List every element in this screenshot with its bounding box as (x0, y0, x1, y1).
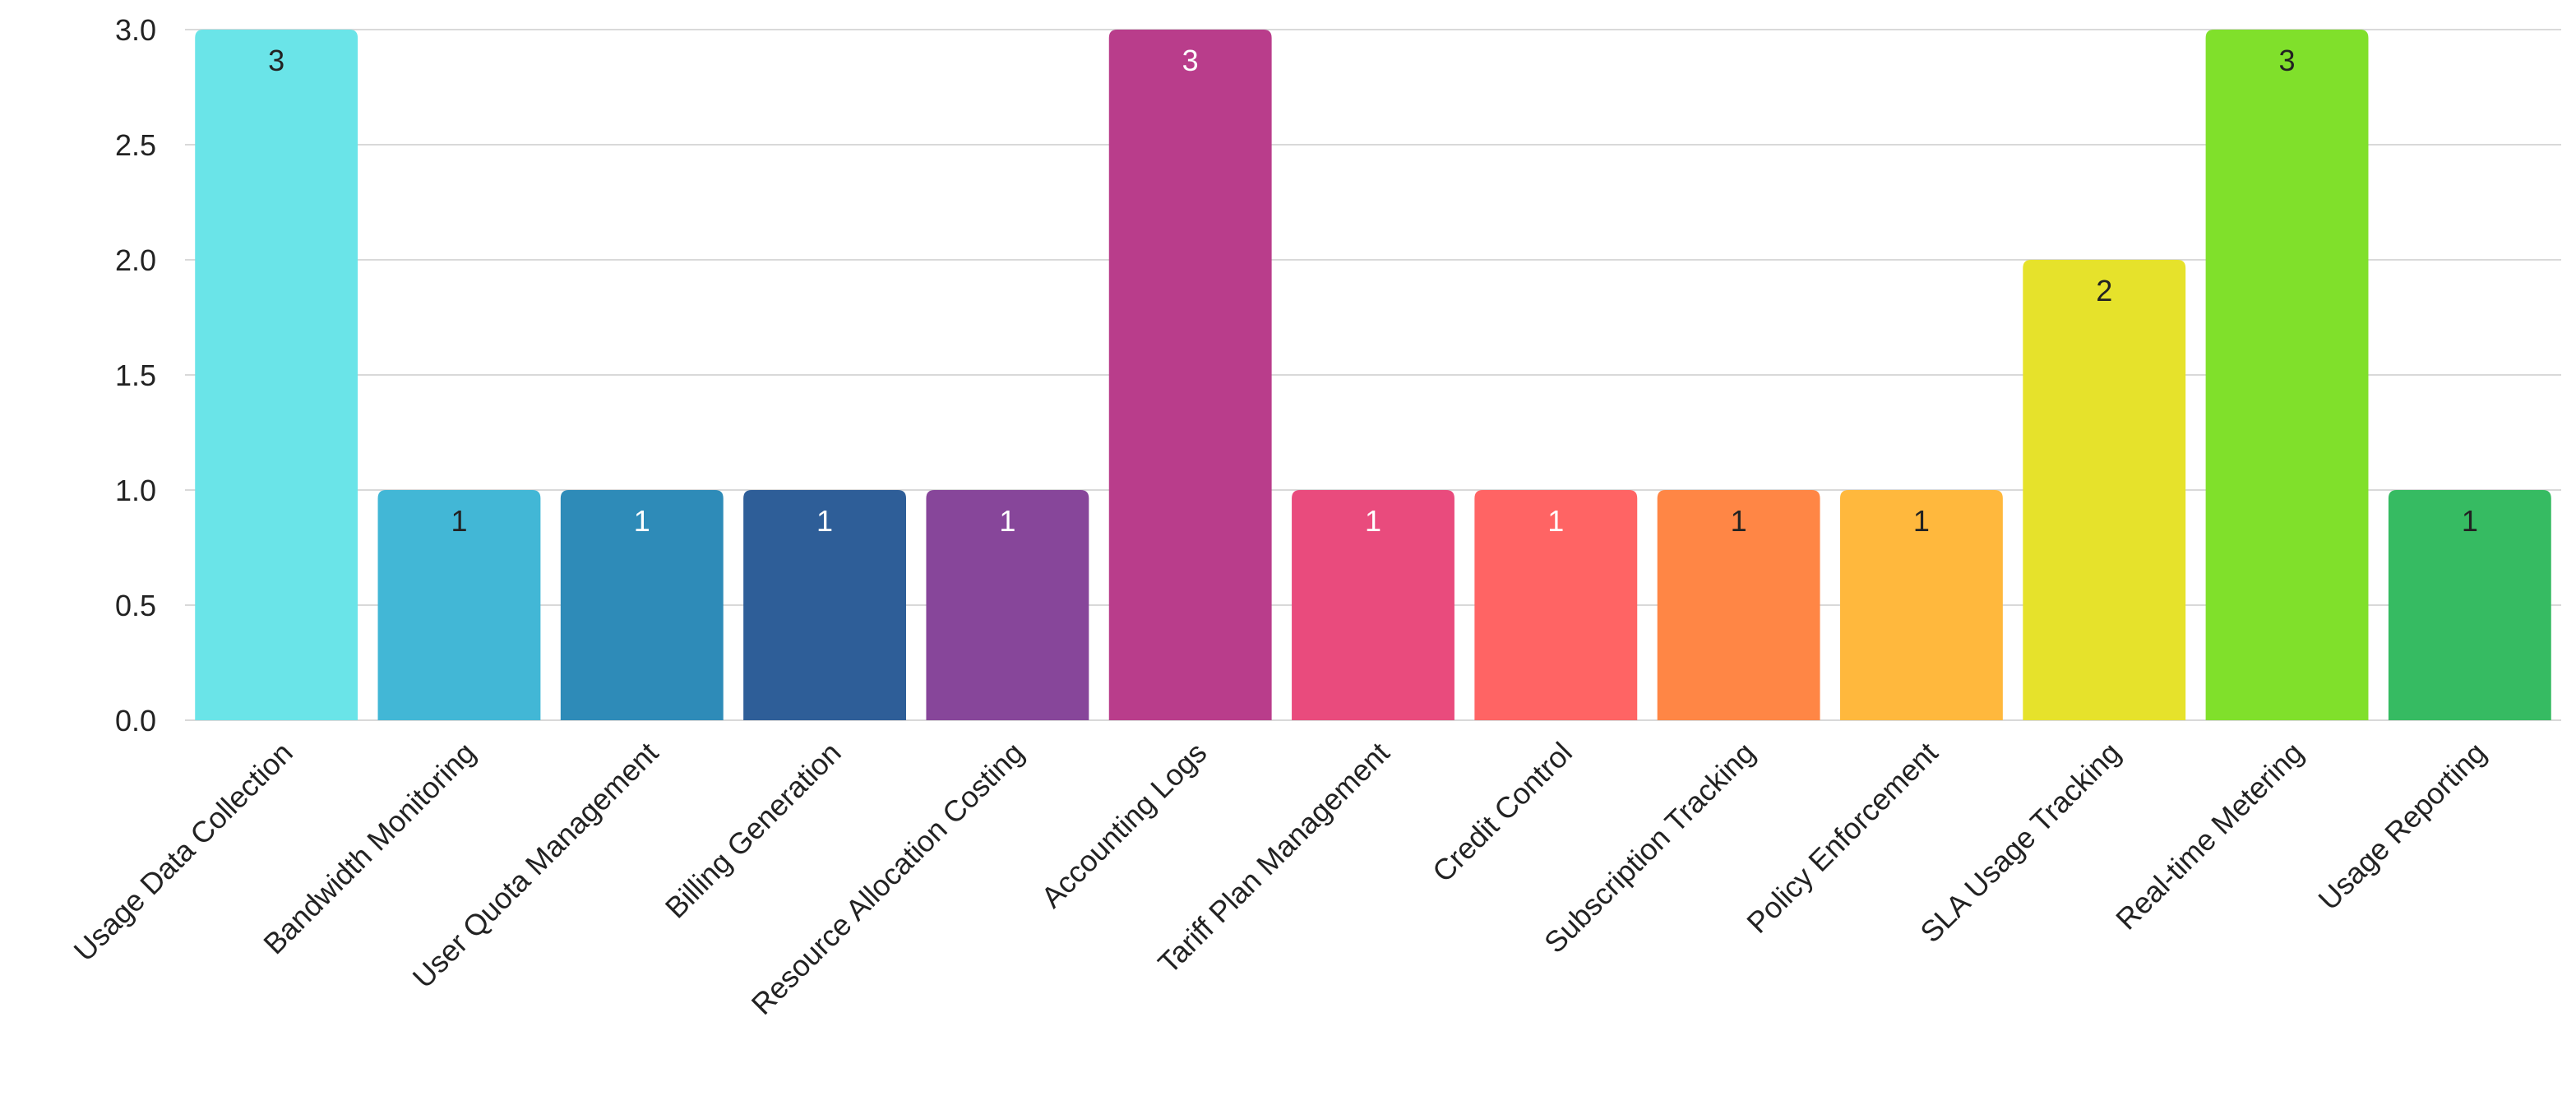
category-label: Usage Reporting (2311, 736, 2492, 917)
category-label: Accounting Logs (1034, 736, 1213, 914)
bar-user-quota-management (560, 490, 724, 720)
value-label: 1 (1365, 504, 1381, 538)
bar-billing-generation (743, 490, 907, 720)
bar-policy-enforcement (1839, 490, 2003, 720)
y-tick-label: 2.5 (115, 128, 156, 162)
value-label: 1 (451, 504, 467, 538)
bar-tariff-plan-management (1292, 490, 1454, 720)
y-tick-label: 2.0 (115, 243, 156, 277)
value-label: 1 (1731, 504, 1747, 538)
category-label: Policy Enforcement (1740, 736, 1944, 940)
value-label: 1 (999, 504, 1015, 538)
value-label: 1 (1913, 504, 1930, 538)
value-labels: 3 1 1 1 1 3 1 1 1 1 2 3 1 (268, 44, 2478, 538)
category-label: SLA Usage Tracking (1913, 736, 2127, 950)
bar-sla-usage-tracking (2023, 260, 2186, 720)
bar-usage-reporting (2388, 490, 2551, 720)
bar-usage-data-collection (195, 30, 358, 720)
category-label: Real-time Metering (2109, 736, 2310, 936)
y-tick-label: 1.5 (115, 358, 156, 392)
y-tick-label: 0.0 (115, 704, 156, 737)
y-axis-ticks: 0.0 0.5 1.0 1.5 2.0 2.5 3.0 (115, 13, 156, 737)
bars (195, 30, 2551, 720)
bar-resource-allocation-costing (926, 490, 1089, 720)
category-label: Bandwidth Monitoring (257, 736, 482, 961)
value-label: 3 (1182, 44, 1199, 77)
bar-accounting-logs (1108, 30, 1272, 720)
y-tick-label: 0.5 (115, 589, 156, 622)
value-label: 1 (2462, 504, 2478, 538)
value-label: 1 (816, 504, 833, 538)
bar-bandwidth-monitoring (377, 490, 541, 720)
category-label: Credit Control (1426, 736, 1579, 889)
category-label: Subscription Tracking (1538, 736, 1761, 959)
y-tick-label: 1.0 (115, 474, 156, 507)
y-tick-label: 3.0 (115, 13, 156, 47)
value-label: 1 (634, 504, 650, 538)
category-label: Billing Generation (659, 736, 848, 925)
value-label: 2 (2096, 274, 2112, 307)
value-label: 1 (1547, 504, 1564, 538)
bar-real-time-metering (2205, 30, 2369, 720)
value-label: 3 (268, 44, 284, 77)
value-label: 3 (2279, 44, 2296, 77)
bar-credit-control (1474, 490, 1638, 720)
bar-subscription-tracking (1657, 490, 1820, 720)
